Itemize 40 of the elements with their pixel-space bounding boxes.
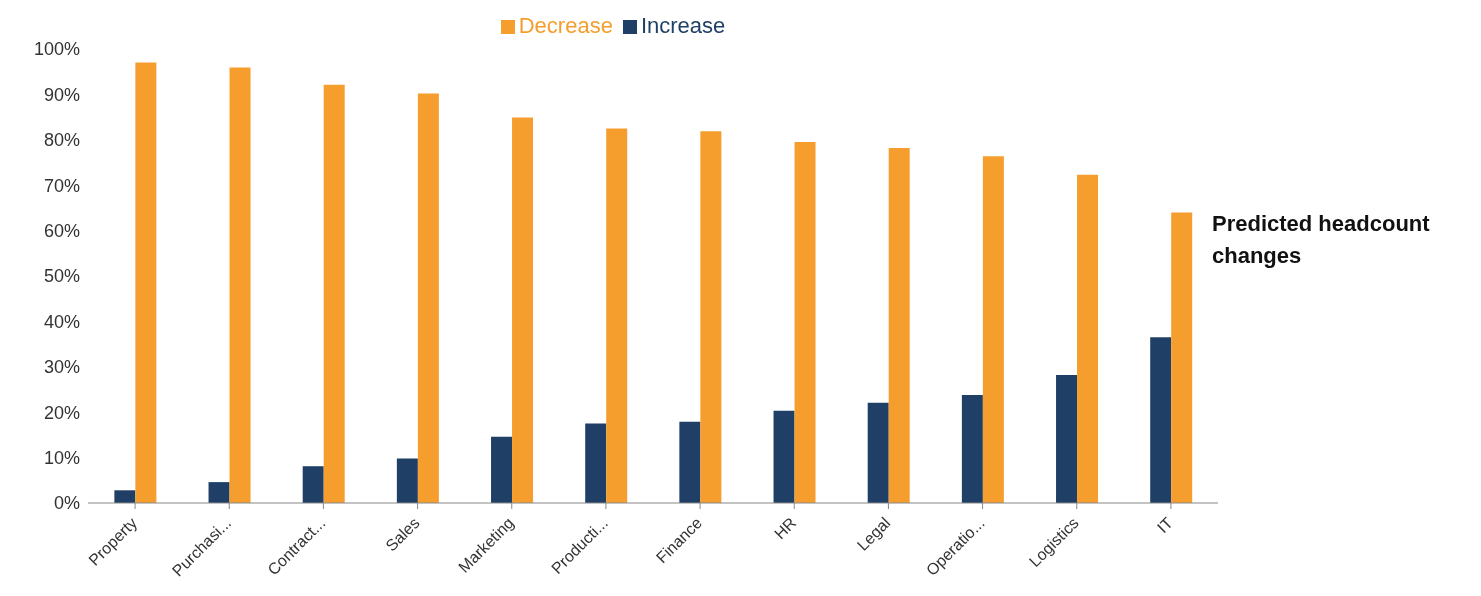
y-tick-label: 20%: [43, 402, 80, 423]
bar: [323, 84, 345, 503]
bar: [114, 490, 136, 503]
y-tick-label: 30%: [43, 357, 80, 378]
bar: [700, 131, 722, 503]
y-tick-label: 90%: [43, 84, 80, 105]
y-tick-label: 50%: [43, 266, 80, 287]
legend-label: Decrease: [518, 13, 613, 38]
bar: [606, 128, 628, 503]
bar: [867, 402, 889, 503]
annotation: Predicted headcount changes: [1212, 210, 1431, 270]
bar: [208, 482, 230, 503]
bar: [302, 466, 324, 503]
bar: [794, 142, 816, 503]
bar: [585, 423, 607, 503]
y-tick-label: 10%: [43, 447, 80, 468]
legend-label: Increase: [640, 13, 726, 38]
bar: [773, 410, 795, 503]
y-tick-label: 80%: [43, 130, 80, 151]
bar: [417, 93, 439, 503]
bar: [888, 147, 910, 503]
bar: [679, 421, 701, 503]
y-tick-label: 70%: [43, 175, 80, 196]
bar: [135, 62, 157, 503]
bar: [1056, 374, 1078, 503]
bar: [229, 67, 251, 503]
x-tick-label: HR: [770, 514, 800, 543]
y-tick-label: 0%: [53, 493, 80, 514]
bar: [512, 117, 534, 503]
bar: [961, 394, 983, 503]
y-tick-label: 40%: [43, 311, 80, 332]
y-tick-label: 60%: [43, 220, 80, 241]
bar: [1077, 174, 1099, 503]
bar: [396, 458, 418, 503]
x-tick-label: IT: [1153, 513, 1177, 537]
bar: [1150, 337, 1172, 503]
y-tick-label: 100%: [33, 39, 80, 60]
bar: [491, 436, 513, 503]
bar: [982, 156, 1004, 503]
bar: [1171, 212, 1193, 503]
